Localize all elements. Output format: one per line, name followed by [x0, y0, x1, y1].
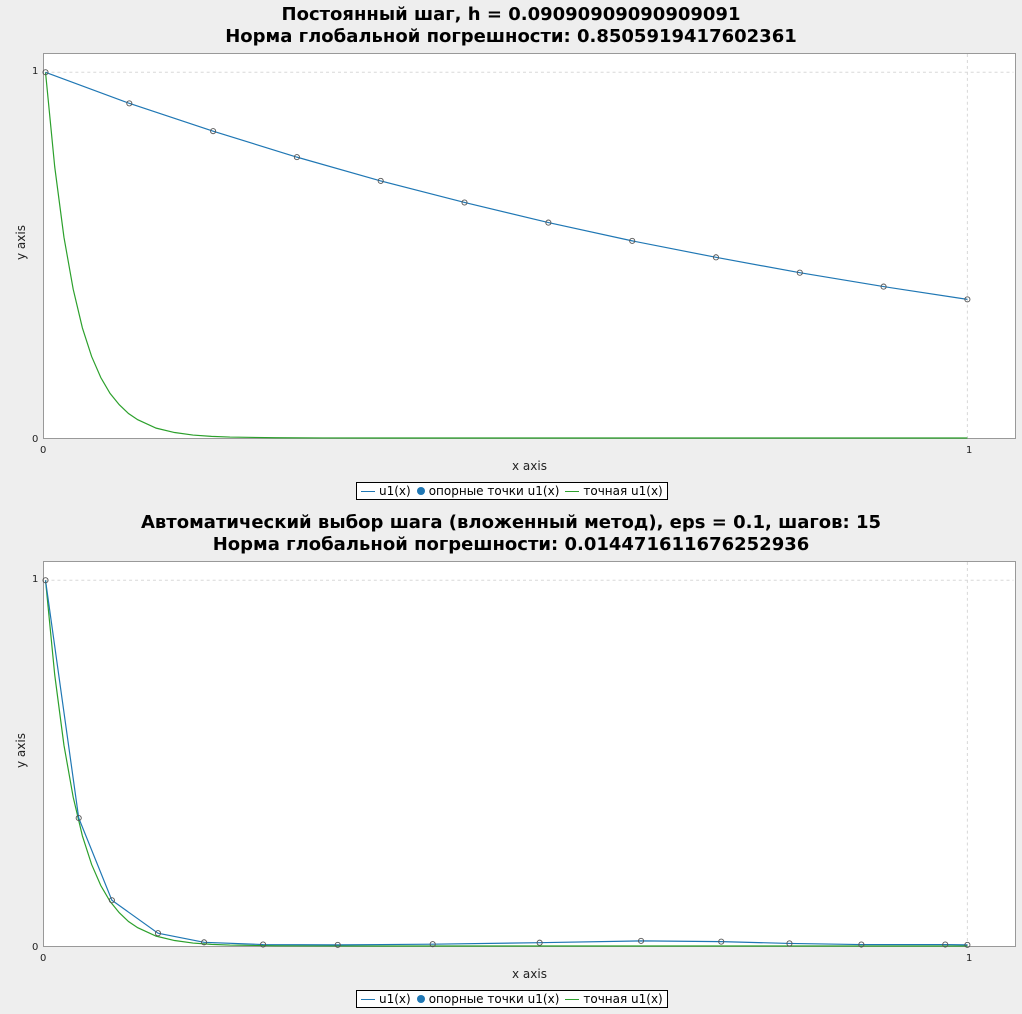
- legend-item-points: опорные точки u1(x): [416, 992, 560, 1006]
- y-tick-label-top: 1: [32, 66, 39, 77]
- data-point-u1: [108, 897, 115, 904]
- legend-item-numeric: u1(x): [361, 992, 411, 1006]
- data-point-u1: [154, 930, 162, 937]
- data-point-u1: [293, 154, 300, 161]
- x-tick-label-left: 0: [40, 953, 47, 964]
- chart-title: Автоматический выбор шага (вложенный мет…: [0, 512, 1022, 556]
- legend-label: опорные точки u1(x): [428, 484, 560, 498]
- data-point-u1: [260, 941, 267, 948]
- y-axis-label: y axis: [14, 225, 28, 260]
- data-point-u1: [461, 199, 468, 206]
- y-tick-label-bottom: 0: [32, 942, 39, 953]
- x-tick-label-right: 1: [966, 445, 973, 456]
- chart-panel-auto-step: Автоматический выбор шага (вложенный мет…: [0, 508, 1022, 1014]
- data-point-u1: [942, 941, 949, 948]
- series-line-exact-u1: [44, 580, 968, 947]
- data-point-u1: [377, 177, 384, 184]
- legend-item-points: опорные точки u1(x): [416, 484, 560, 498]
- legend-label: u1(x): [379, 484, 411, 498]
- series-line-u1: [44, 580, 968, 946]
- y-tick-label-top: 1: [32, 574, 39, 585]
- legend-label: точная u1(x): [583, 484, 663, 498]
- data-point-u1: [429, 941, 436, 948]
- chart-title: Постоянный шаг, h = 0.09090909090909091 …: [0, 4, 1022, 48]
- chart-title-line-1: Автоматический выбор шага (вложенный мет…: [140, 512, 882, 533]
- data-point-u1: [964, 941, 971, 948]
- data-point-u1: [786, 940, 793, 947]
- plot-svg: [42, 562, 1014, 948]
- data-point-u1: [880, 283, 887, 290]
- legend-line-icon: [361, 998, 375, 1000]
- data-point-u1: [858, 941, 865, 948]
- legend-dot-icon: [416, 487, 425, 495]
- y-axis-label: y axis: [14, 733, 28, 768]
- legend-line-icon: [361, 490, 375, 492]
- x-tick-label-right: 1: [966, 953, 973, 964]
- legend-line-icon: [565, 490, 580, 492]
- chart-panel-constant-step: Постоянный шаг, h = 0.09090909090909091 …: [0, 4, 1022, 500]
- y-tick-label-bottom: 0: [32, 434, 39, 445]
- chart-title-line-1: Постоянный шаг, h = 0.09090909090909091: [281, 4, 741, 25]
- data-point-u1: [718, 938, 725, 945]
- data-point-u1: [126, 100, 133, 107]
- chart-title-line-2: Норма глобальной погрешности: 0.01447161…: [212, 534, 810, 555]
- data-point-u1: [964, 296, 971, 303]
- series-line-exact-u1: [44, 72, 968, 439]
- data-point-u1: [712, 254, 720, 261]
- legend-item-exact: точная u1(x): [565, 484, 663, 498]
- data-point-u1: [75, 814, 82, 822]
- x-axis-label: x axis: [512, 967, 547, 981]
- legend-label: опорные точки u1(x): [428, 992, 560, 1006]
- legend-item-numeric: u1(x): [361, 484, 411, 498]
- data-point-u1: [629, 237, 636, 244]
- chart-title-line-2: Норма глобальной погрешности: 0.85059194…: [225, 26, 797, 47]
- legend-dot-icon: [416, 995, 425, 1003]
- plot-area[interactable]: [42, 53, 1016, 439]
- data-point-u1: [42, 69, 49, 76]
- data-point-u1: [42, 577, 49, 584]
- legend-item-exact: точная u1(x): [565, 992, 663, 1006]
- data-point-u1: [545, 219, 552, 226]
- data-point-u1: [201, 939, 208, 946]
- data-point-u1: [536, 939, 543, 946]
- legend: u1(x) опорные точки u1(x) точная u1(x): [356, 482, 668, 500]
- plot-area[interactable]: [42, 561, 1016, 948]
- legend: u1(x) опорные точки u1(x) точная u1(x): [356, 990, 668, 1008]
- legend-label: u1(x): [379, 992, 411, 1006]
- legend-label: точная u1(x): [583, 992, 663, 1006]
- data-point-u1: [796, 269, 803, 276]
- data-point-u1: [334, 941, 341, 948]
- data-point-u1: [638, 937, 645, 944]
- plot-svg: [42, 54, 1014, 439]
- x-axis-label: x axis: [512, 459, 547, 473]
- data-point-u1: [210, 128, 217, 135]
- x-tick-label-left: 0: [40, 445, 47, 456]
- legend-line-icon: [565, 998, 580, 1000]
- series-line-u1: [45, 71, 968, 300]
